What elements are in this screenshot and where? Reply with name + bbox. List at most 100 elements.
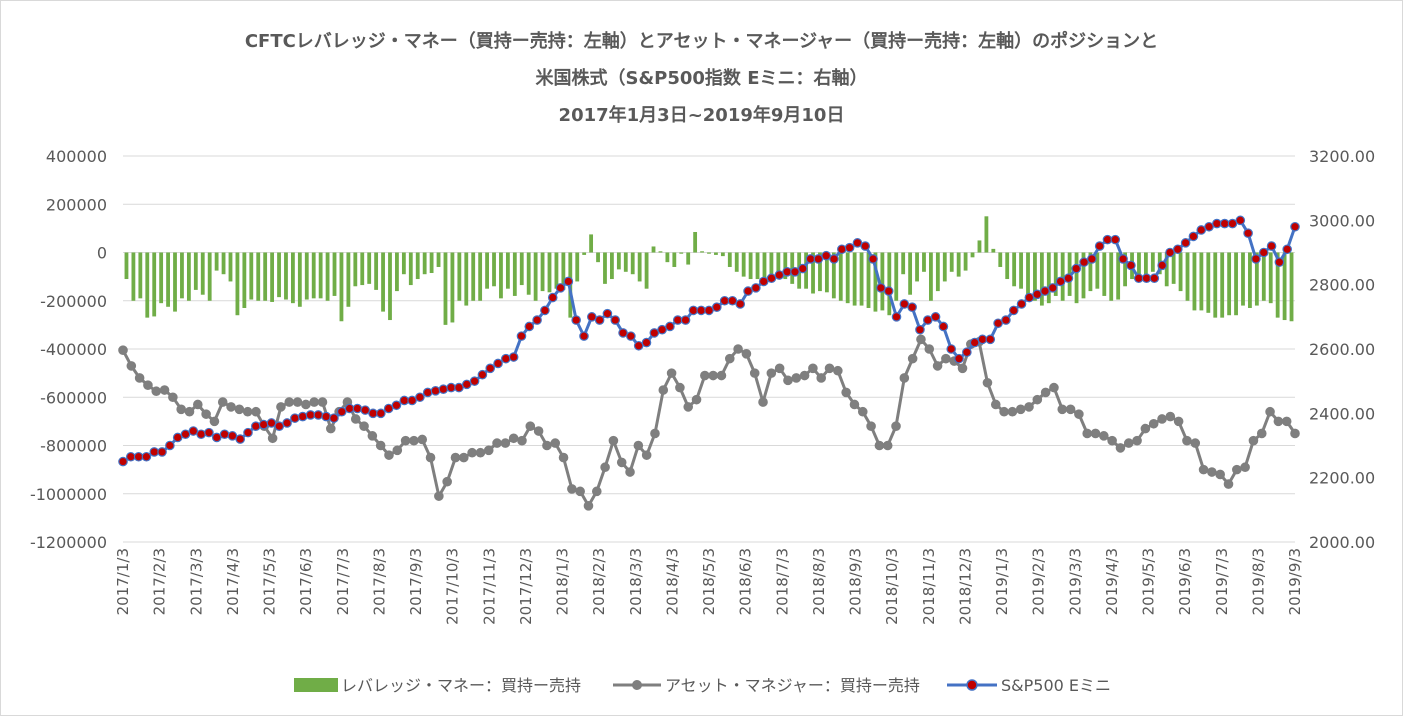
asset-manager-point: [1115, 443, 1126, 453]
asset-manager-point: [733, 344, 743, 354]
sp500-point: [399, 395, 410, 406]
asset-manager-point: [1157, 414, 1167, 424]
sp500-point: [618, 328, 628, 338]
sp500-point: [907, 302, 917, 312]
asset-manager-point: [508, 433, 519, 444]
sp500-point: [196, 429, 206, 440]
bar-leverage-money: [915, 252, 919, 282]
asset-manager-point: [400, 435, 411, 446]
sp500-point: [555, 283, 566, 293]
sp500-point: [524, 321, 535, 332]
x-tick-label: 2019/6/3: [1176, 548, 1194, 615]
x-tick-label: 2019/2/3: [1030, 548, 1048, 615]
asset-manager-point: [1248, 435, 1259, 446]
sp500-point: [719, 295, 730, 306]
asset-manager-point: [267, 433, 278, 444]
sp500-point: [376, 408, 386, 419]
bar-leverage-money: [818, 252, 822, 292]
sp500-point: [1212, 218, 1222, 229]
sp500-point: [1063, 273, 1074, 284]
sp500-point: [563, 276, 574, 287]
bar-leverage-money: [1019, 252, 1023, 289]
bar-leverage-money: [360, 252, 365, 286]
bar-leverage-money: [1109, 252, 1114, 301]
bar-leverage-money: [311, 252, 316, 299]
sp500-point: [461, 379, 472, 390]
bar-leverage-money: [1241, 252, 1245, 306]
asset-manager-point: [766, 368, 777, 378]
asset-manager-point: [716, 370, 727, 381]
sp500-point: [641, 337, 652, 348]
asset-manager-point: [234, 404, 245, 415]
bar-leverage-money: [755, 252, 760, 280]
asset-manager-point: [816, 373, 827, 383]
sp500-point: [1126, 260, 1136, 271]
x-tick-label: 2017/12/3: [517, 548, 535, 625]
bar-leverage-money: [408, 252, 413, 286]
right-tick-label: 3200.00: [1309, 147, 1375, 166]
bar-leverage-money: [540, 252, 545, 292]
sp500-point: [782, 266, 792, 277]
bar-leverage-money: [145, 252, 150, 318]
sp500-point: [688, 305, 699, 316]
bar-leverage-money: [589, 234, 594, 253]
sp500-point: [1157, 260, 1167, 271]
bar-leverage-money: [1206, 252, 1211, 313]
sp500-point: [1016, 299, 1027, 309]
bar-leverage-money: [325, 252, 330, 301]
bar-leverage-money: [131, 252, 136, 301]
sp500-point: [133, 451, 144, 462]
asset-manager-point: [783, 375, 793, 386]
bar-leverage-money: [686, 252, 691, 265]
bar-leverage-money: [464, 252, 469, 306]
x-axis: 2017/1/3 2017/2/3 2017/3/3 2017/4/3 2017/5/3…: [114, 541, 1304, 625]
sp500-point: [243, 427, 253, 438]
sp500-point: [672, 315, 683, 325]
sp500-point: [579, 331, 589, 341]
sp500-point: [1047, 283, 1058, 293]
bar-leverage-money: [339, 252, 344, 322]
sp500-point: [1087, 254, 1097, 264]
left-axis: 400000 200000 0 -200000 -400000 -600000 -80000…: [30, 147, 107, 552]
sp500-point: [922, 315, 933, 325]
x-tick-label: 2018/2/3: [590, 548, 608, 615]
sp500-point: [211, 432, 222, 443]
sp500-point: [204, 427, 214, 438]
asset-manager-point: [367, 431, 378, 441]
bar-leverage-money: [998, 252, 1003, 267]
sp500-point: [149, 447, 160, 457]
bar-leverage-money: [207, 252, 212, 301]
asset-manager-point: [799, 370, 810, 381]
bar-leverage-money: [859, 252, 864, 306]
sp500-point: [1204, 221, 1214, 232]
asset-manager-point: [1223, 479, 1234, 489]
asset-manager-point: [1099, 431, 1109, 441]
asset-manager-point: [1065, 404, 1076, 415]
bar-leverage-money: [547, 252, 552, 293]
bar-leverage-money: [1275, 252, 1280, 318]
asset-manager-point: [1281, 416, 1292, 427]
bar-leverage-money: [1289, 252, 1294, 322]
bar-leverage-money: [290, 252, 295, 304]
asset-manager-point: [774, 363, 785, 374]
sp500-point: [665, 321, 675, 332]
asset-manager-point: [168, 392, 178, 403]
bar-leverage-money: [242, 252, 247, 308]
bar-leverage-money: [200, 252, 205, 295]
sp500-point: [258, 419, 269, 430]
bar-leverage-money: [471, 252, 476, 301]
bar-leverage-money: [852, 252, 857, 306]
sp500-point: [727, 295, 738, 306]
asset-manager-point: [1290, 428, 1300, 439]
sp500-point: [1243, 228, 1253, 238]
sp500-point: [1196, 225, 1207, 235]
asset-manager-point: [151, 386, 162, 397]
bar-leverage-money: [727, 252, 732, 267]
asset-manager-point: [1240, 462, 1250, 473]
bar-leverage-money: [180, 252, 184, 299]
asset-manager-point: [450, 452, 461, 463]
bar-leverage-money: [1046, 252, 1051, 304]
sp500-point: [657, 324, 667, 335]
asset-manager-point: [990, 399, 1001, 410]
asset-manager-point: [284, 397, 295, 407]
